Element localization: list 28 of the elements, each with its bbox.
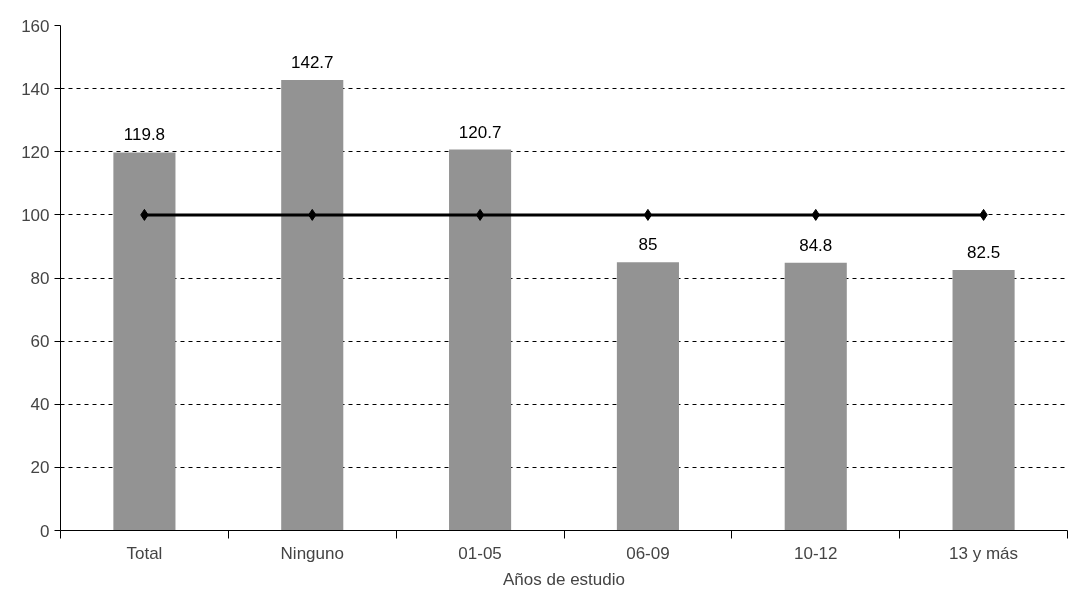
data-label: 119.8 <box>123 125 166 145</box>
data-label: 85 <box>638 235 658 255</box>
data-label: 84.8 <box>799 235 833 255</box>
y-tick-label: 100 <box>21 205 50 225</box>
y-tick-label: 140 <box>21 79 50 99</box>
x-tick-label: Ninguno <box>280 543 344 563</box>
x-tick-label: 01-05 <box>458 543 502 563</box>
x-tick-label: 06-09 <box>626 543 670 563</box>
x-tick-label: Total <box>126 543 163 563</box>
y-tick-label: 80 <box>30 269 50 288</box>
y-tick-label: 20 <box>30 458 50 478</box>
bar <box>449 149 512 531</box>
x-axis-title: Años de estudio <box>503 569 625 589</box>
x-tick-label: 13 y más <box>949 543 1019 563</box>
data-label: 82.5 <box>967 243 1001 263</box>
y-tick-label: 40 <box>30 395 50 415</box>
y-tick-label: 60 <box>30 332 50 352</box>
bar <box>113 152 176 531</box>
y-tick-label: 0 <box>40 521 50 541</box>
x-tick-label: 10-12 <box>794 543 838 563</box>
data-label: 142.7 <box>290 53 334 73</box>
y-tick-label: 160 <box>21 16 50 36</box>
data-label: 120.7 <box>458 122 502 142</box>
bar <box>952 270 1015 531</box>
bar <box>281 80 344 531</box>
bar <box>616 262 679 531</box>
y-tick-label: 120 <box>21 142 50 162</box>
bar <box>784 262 847 531</box>
